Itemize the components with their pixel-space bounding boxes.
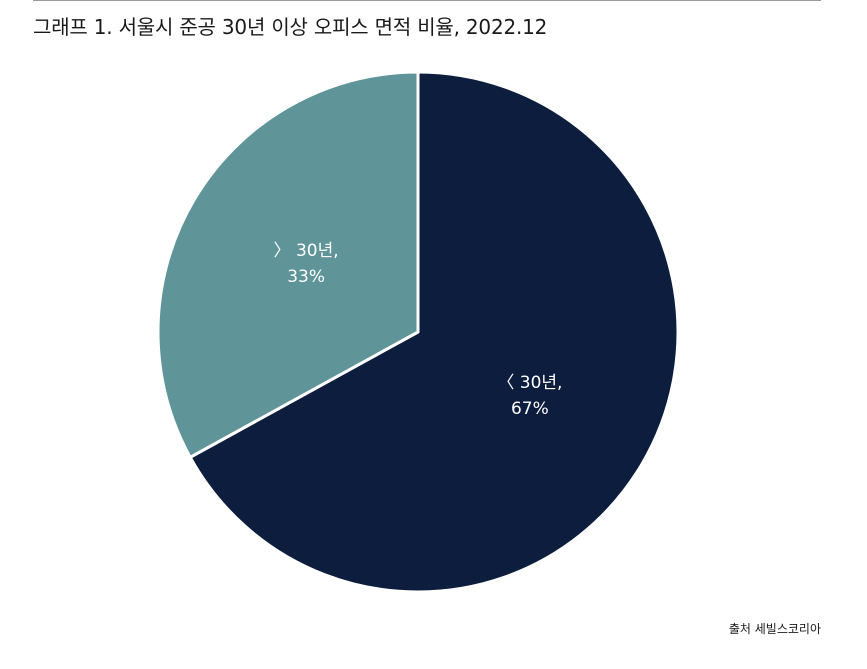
- source-note: 출처 세빌스코리아: [728, 622, 821, 636]
- pie-slice-2: [156, 70, 420, 459]
- slice-label-2-category: 〉 30년,: [274, 241, 339, 261]
- pie-slices: [156, 70, 680, 594]
- top-rule: [33, 0, 821, 1]
- slice-label-1-category: 〈 30년,: [497, 373, 562, 393]
- pie-slice-1: [188, 70, 680, 594]
- slice-label-1-percent: 67%: [511, 399, 549, 419]
- chart-title: 그래프 1. 서울시 준공 30년 이상 오피스 면적 비율, 2022.12: [33, 15, 548, 39]
- slice-label-2-percent: 33%: [287, 267, 325, 287]
- pie-labels: 〈 30년, 67% 〉 30년, 33%: [274, 241, 563, 419]
